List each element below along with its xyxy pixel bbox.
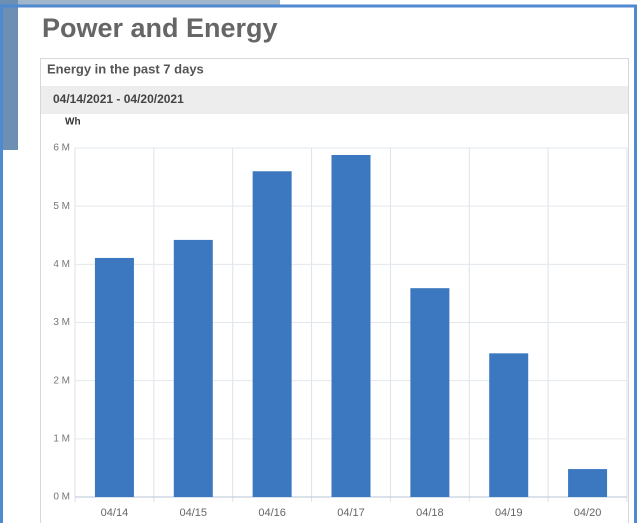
bar xyxy=(174,240,213,497)
y-tick-label: 0 M xyxy=(53,492,70,503)
bar xyxy=(489,353,528,497)
y-axis-label: Wh xyxy=(65,117,81,128)
x-tick-label: 04/20 xyxy=(574,507,602,519)
y-tick-label: 2 M xyxy=(53,375,70,386)
bar xyxy=(568,469,607,497)
x-tick-label: 04/15 xyxy=(180,507,208,519)
x-tick-label: 04/19 xyxy=(495,507,523,519)
y-tick-label: 1 M xyxy=(53,433,70,444)
bar xyxy=(95,258,134,497)
y-tick-label: 6 M xyxy=(53,143,70,154)
bar xyxy=(410,288,449,497)
x-tick-label: 04/17 xyxy=(337,507,365,519)
panel-title: Energy in the past 7 days xyxy=(47,61,204,76)
x-tick-label: 04/14 xyxy=(101,507,129,519)
date-range: 04/14/2021 - 04/20/2021 xyxy=(53,92,184,106)
y-tick-label: 5 M xyxy=(53,201,70,212)
page-title: Power and Energy xyxy=(42,13,278,43)
x-tick-label: 04/16 xyxy=(258,507,286,519)
x-tick-label: 04/18 xyxy=(416,507,444,519)
y-tick-label: 3 M xyxy=(53,317,70,328)
screen: Power and Energy Energy in the past 7 da… xyxy=(0,0,639,523)
bar xyxy=(332,155,371,497)
bar xyxy=(253,171,292,497)
y-tick-label: 4 M xyxy=(53,259,70,270)
